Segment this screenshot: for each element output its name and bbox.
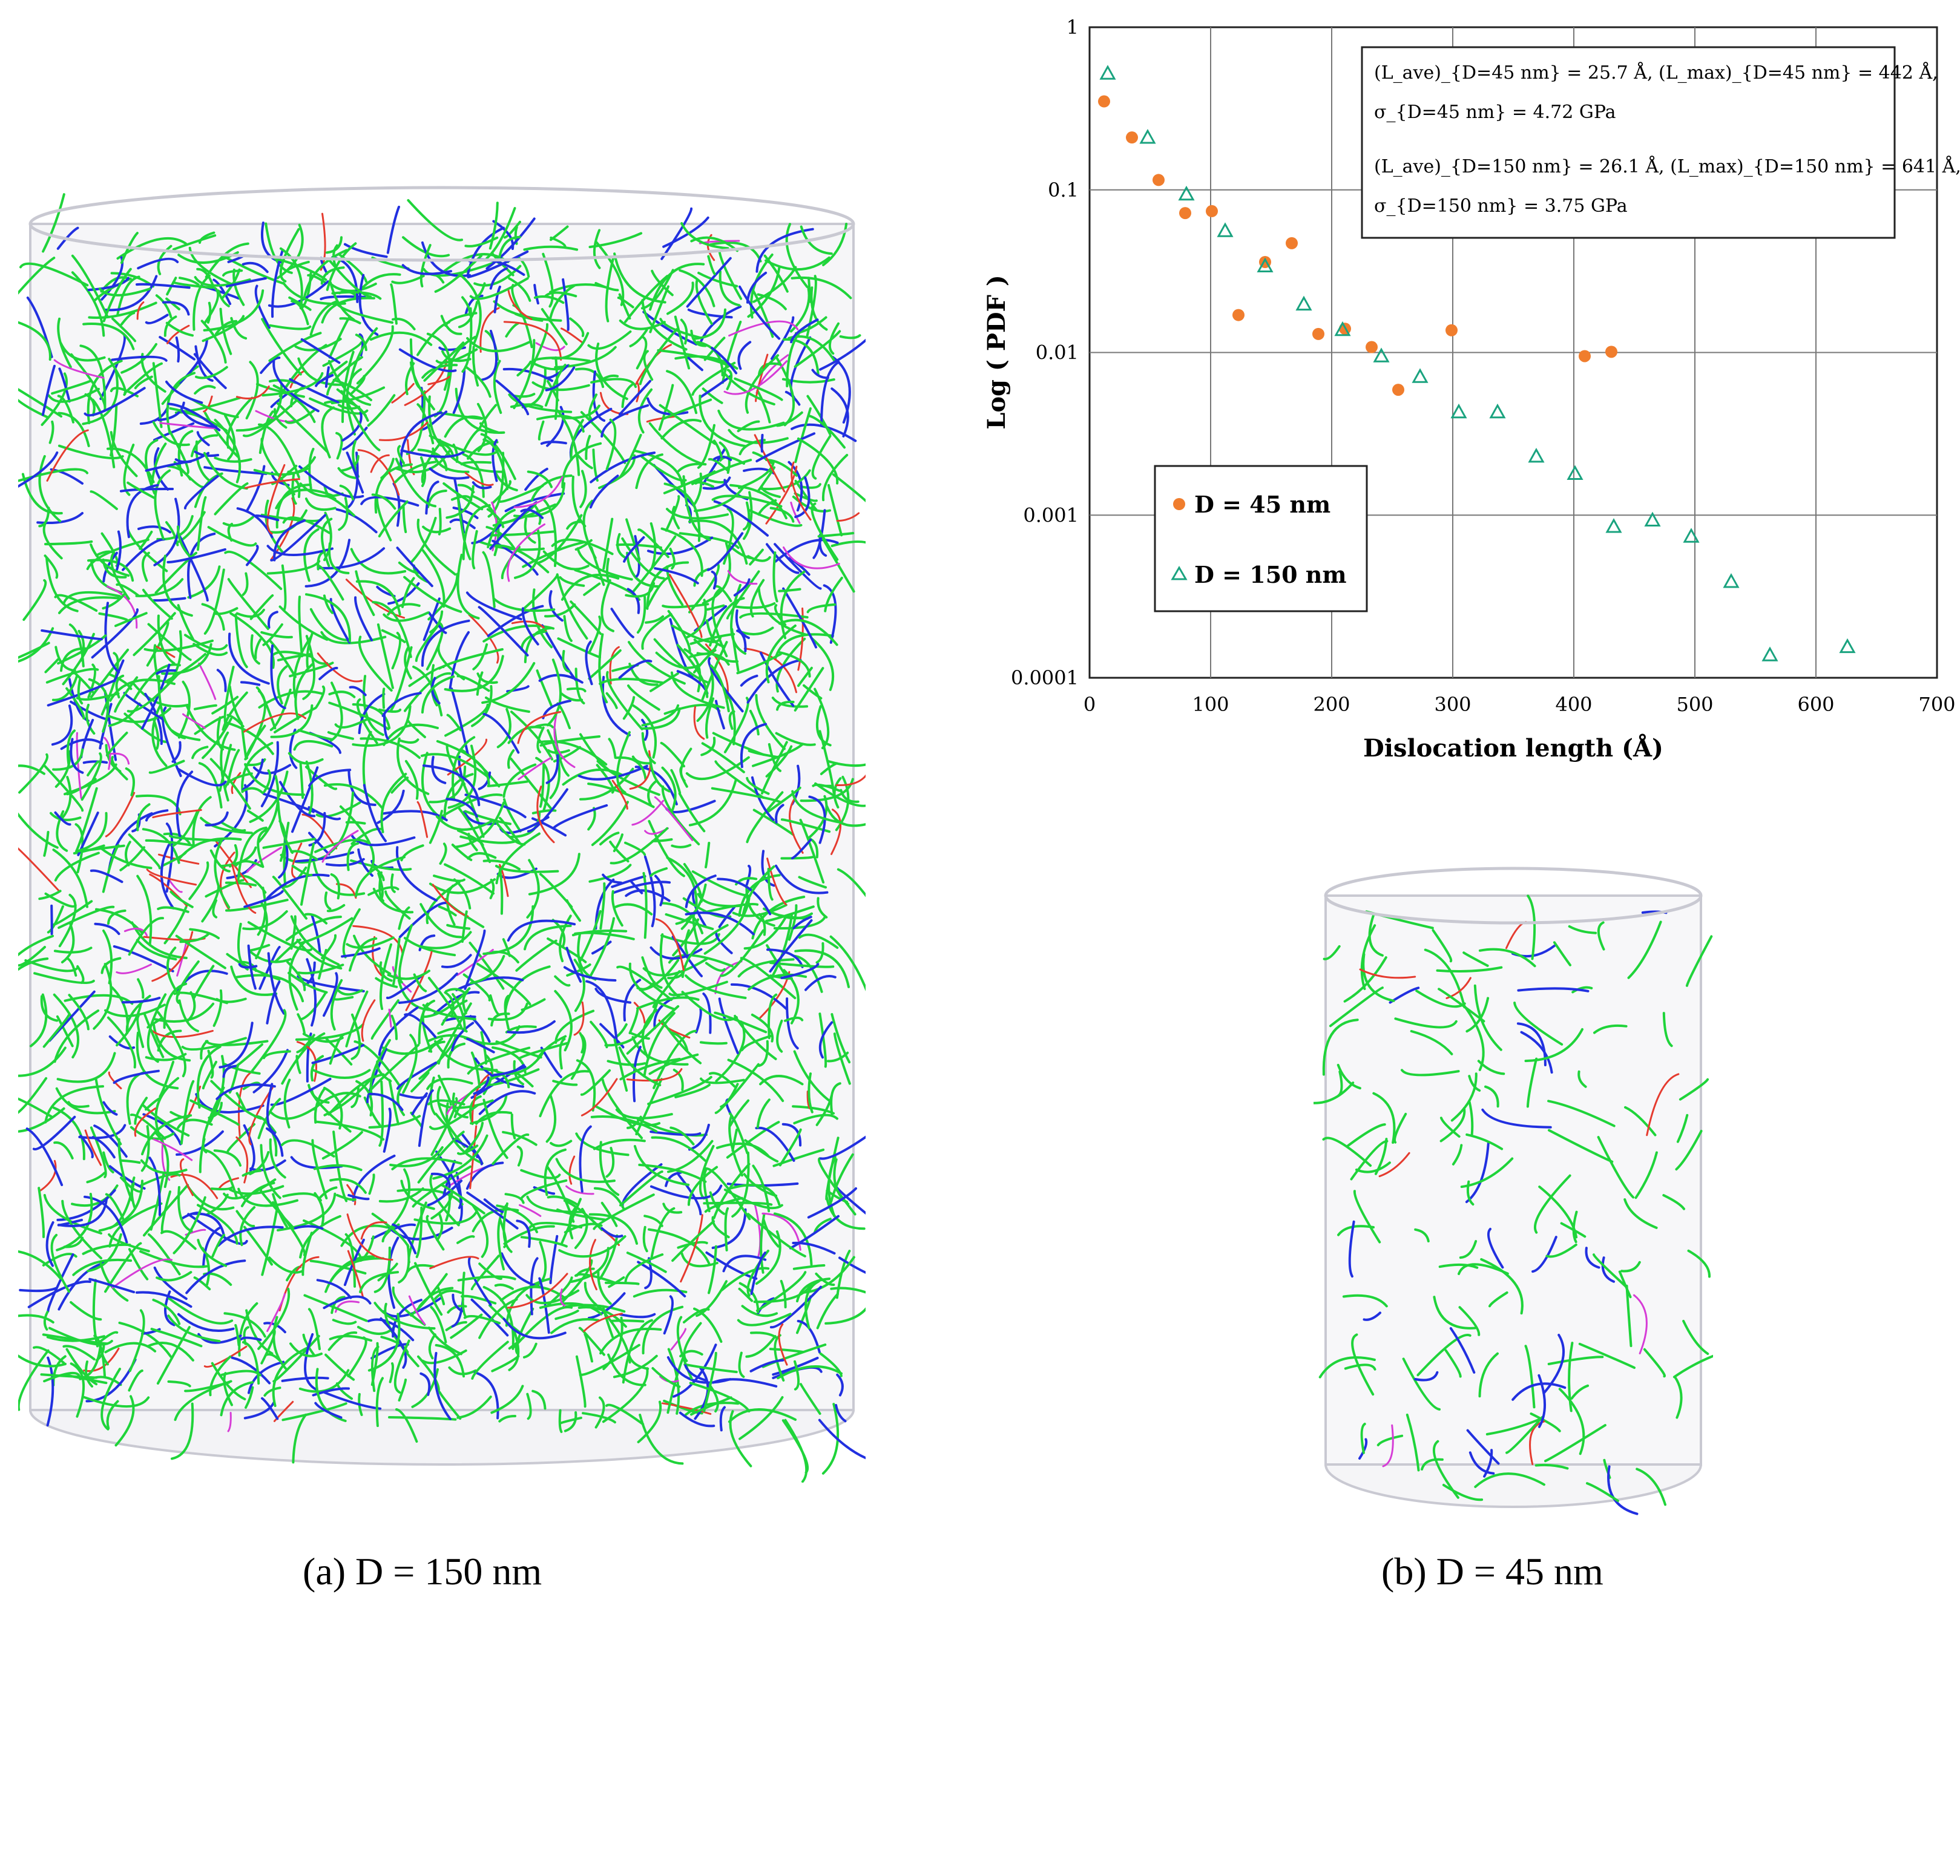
annotation-line-2: σ_{D=45 nm} = 4.72 GPa	[1374, 102, 1616, 123]
dislocation-segment	[347, 822, 365, 824]
legend: D = 45 nm D = 150 nm	[1155, 466, 1367, 611]
simulation-render-d150	[18, 182, 866, 1483]
y-tick-label: 0.0001	[1011, 666, 1079, 689]
y-tick-label: 1	[1067, 16, 1079, 39]
point-d45	[1392, 384, 1404, 396]
dislocation-segment	[84, 761, 107, 763]
point-d45	[1206, 205, 1218, 217]
point-d45	[1579, 350, 1591, 362]
x-tick-label: 500	[1676, 693, 1713, 716]
point-d45	[1126, 131, 1138, 143]
dislocation-segment	[611, 1320, 643, 1321]
point-d45	[1153, 174, 1165, 186]
point-d45	[1312, 328, 1324, 340]
x-tick-labels: 0 100 200 300 400 500 600 700	[1084, 693, 1956, 716]
x-tick-label: 100	[1192, 693, 1229, 716]
dislocation-segment	[701, 1042, 726, 1043]
x-tick-label: 600	[1797, 693, 1834, 716]
y-tick-label: 0.1	[1048, 179, 1079, 202]
annotation-line-4: σ_{D=150 nm} = 3.75 GPa	[1374, 195, 1628, 217]
y-tick-label: 0.01	[1036, 341, 1079, 364]
simulation-render-d45	[1314, 859, 1713, 1876]
dislocation-segment	[762, 435, 763, 451]
caption-b: (b) D = 45 nm	[1381, 1549, 1603, 1594]
x-tick-label: 0	[1084, 693, 1096, 716]
caption-a: (a) D = 150 nm	[303, 1549, 542, 1594]
x-tick-label: 300	[1434, 693, 1471, 716]
point-d45	[1445, 324, 1458, 336]
dislocation-segment	[439, 509, 441, 534]
x-tick-label: 200	[1313, 693, 1350, 716]
dislocation-length-pdf-chart: 0 100 200 300 400 500 600 700 1 0.1 0.01 0.001 0.00…	[944, 0, 1960, 787]
annotation-line-1: (L_ave)_{D=45 nm} = 25.7 Å, (L_max)_{D=4…	[1374, 62, 1938, 84]
legend-label-d45: D = 45 nm	[1194, 491, 1330, 518]
point-d45	[1098, 96, 1110, 108]
point-d45	[1179, 207, 1191, 219]
point-d45	[1366, 341, 1378, 353]
y-axis-label: Log ( PDF )	[982, 275, 1011, 430]
cylinder-body	[1326, 896, 1701, 1464]
point-d45	[1286, 237, 1298, 249]
annotation-line-3: (L_ave)_{D=150 nm} = 26.1 Å, (L_max)_{D=…	[1374, 156, 1960, 177]
statistics-annotation: (L_ave)_{D=45 nm} = 25.7 Å, (L_max)_{D=4…	[1362, 47, 1960, 238]
legend-label-d150: D = 150 nm	[1194, 561, 1347, 588]
point-d45	[1232, 309, 1245, 321]
dislocation-segment	[820, 1420, 866, 1462]
x-axis-label: Dislocation length (Å)	[1363, 734, 1663, 763]
y-tick-label: 0.001	[1023, 503, 1079, 526]
x-tick-label: 700	[1918, 693, 1955, 716]
y-tick-labels: 1 0.1 0.01 0.001 0.0001	[1011, 16, 1079, 689]
dislocation-segment	[606, 1283, 639, 1284]
legend-marker-d45	[1173, 498, 1185, 510]
point-d45	[1605, 346, 1617, 358]
dislocation-segment	[383, 689, 384, 707]
x-tick-label: 400	[1555, 693, 1592, 716]
